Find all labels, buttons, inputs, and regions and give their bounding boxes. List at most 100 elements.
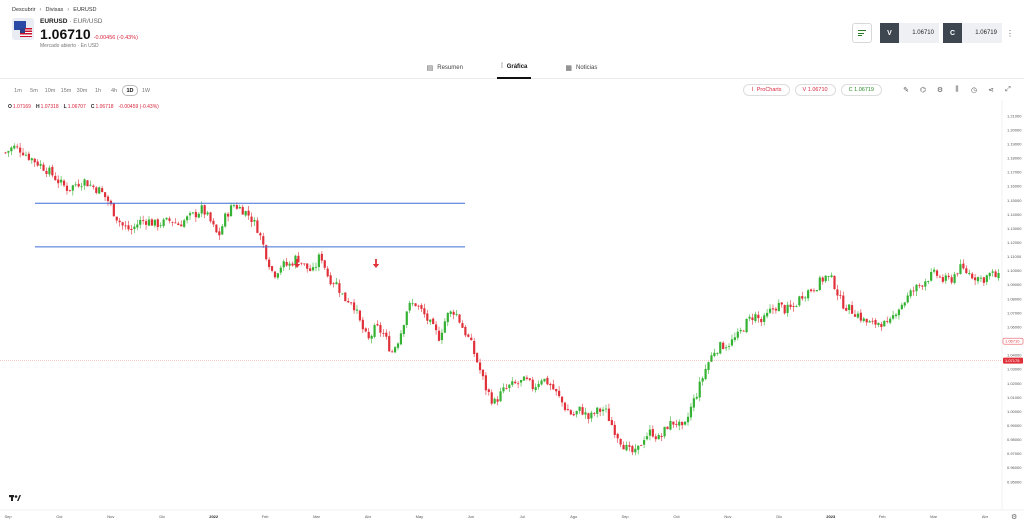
timeframe-1d[interactable]: 1D <box>122 85 138 96</box>
tab-summary[interactable]: ▤ Resumen <box>426 65 463 72</box>
buy-button[interactable]: C 1.06719 <box>943 23 1002 43</box>
candle <box>546 375 549 386</box>
candle <box>449 310 452 318</box>
candle <box>930 268 933 282</box>
candle <box>215 224 218 233</box>
candle <box>836 284 839 301</box>
candle <box>525 375 528 381</box>
candle <box>962 259 965 270</box>
procharts-button[interactable]: ⌇ ProCharts <box>743 84 790 96</box>
timeframe-30m[interactable]: 30m <box>76 87 88 94</box>
candle <box>631 444 634 456</box>
order-menu-button[interactable] <box>852 23 872 43</box>
candle <box>979 275 983 283</box>
ohlc-open: 1.07169 <box>12 104 31 110</box>
candle <box>982 276 985 286</box>
candle <box>669 416 672 431</box>
candle <box>150 217 154 226</box>
instrument-header: EURUSD · EUR/USD 1.06710 -0.00456 (-0.43… <box>12 18 138 49</box>
candle <box>159 222 162 229</box>
share-icon[interactable]: ⋖ <box>988 87 994 94</box>
candle <box>27 151 30 162</box>
instrument-symbol: EURUSD <box>40 18 68 25</box>
candle <box>291 261 294 267</box>
candle <box>247 205 250 220</box>
breadcrumb-discover[interactable]: Descubrir <box>12 7 36 13</box>
candle <box>804 295 807 302</box>
breadcrumb-currencies[interactable]: Divisas <box>45 7 64 13</box>
tab-chart[interactable]: ⫶ Gráfica <box>496 57 532 79</box>
candle <box>625 441 628 452</box>
fullscreen-icon[interactable]: ⤢ <box>1005 86 1011 93</box>
candle <box>142 215 145 225</box>
y-tick-label: 1.14000 <box>1007 212 1022 217</box>
sell-button[interactable]: V 1.06710 <box>880 23 939 43</box>
ohlc-close: 1.06718 <box>95 104 114 110</box>
candle <box>663 426 666 439</box>
more-options-icon[interactable]: ⋮ <box>1006 28 1014 38</box>
candle <box>30 157 33 165</box>
candle <box>886 316 889 324</box>
candle <box>648 425 652 441</box>
compare-icon[interactable]: ⫼ <box>955 86 959 93</box>
candle <box>57 175 60 188</box>
candle <box>118 218 121 227</box>
timeframe-10m[interactable]: 10m <box>44 87 56 94</box>
candle <box>51 164 54 178</box>
candle <box>191 212 195 215</box>
candle <box>130 225 133 235</box>
candle <box>218 227 221 240</box>
candle <box>200 201 203 217</box>
candle <box>370 334 373 344</box>
indicators-icon[interactable]: ⌬ <box>919 87 927 94</box>
candle <box>80 182 83 191</box>
candle <box>681 421 684 430</box>
tab-news[interactable]: ▦ Noticias <box>565 65 598 72</box>
chart-sell-button[interactable]: V 1.06710 <box>794 84 836 96</box>
x-tick-label: Dic <box>776 514 782 519</box>
candle <box>109 199 113 206</box>
candle <box>839 290 842 299</box>
price-chart[interactable]: 1.21000 1.20000 1.19000 1.18000 1.17000 1.160… <box>0 100 1024 521</box>
candle <box>801 291 804 301</box>
timeframe-5m[interactable]: 5m <box>30 87 38 94</box>
timeframe-1m[interactable]: 1m <box>14 87 22 94</box>
candle <box>830 272 833 278</box>
candle <box>771 304 775 314</box>
history-icon[interactable]: ◷ <box>970 87 978 94</box>
candle <box>935 269 939 279</box>
settings-icon[interactable]: ⚙ <box>936 87 944 94</box>
candle <box>311 262 315 272</box>
x-tick-label: Sep <box>4 514 12 519</box>
candle <box>947 272 950 280</box>
candle <box>578 406 581 414</box>
x-tick-label: Nov <box>107 514 114 519</box>
candle <box>434 321 438 335</box>
candle <box>616 432 619 443</box>
chart-settings-icon[interactable]: ⚙ <box>1011 513 1017 521</box>
candle <box>171 221 174 227</box>
chart-buy-button[interactable]: C 1.06719 <box>840 84 882 96</box>
candle <box>294 254 297 269</box>
candle <box>338 279 341 298</box>
candle <box>470 333 473 341</box>
draw-icon[interactable]: ✎ <box>903 87 909 94</box>
x-tick-label: Dic <box>159 514 165 519</box>
candle <box>672 421 675 428</box>
x-tick-label: Feb <box>262 514 270 519</box>
candle <box>848 304 851 315</box>
candle <box>795 304 798 308</box>
timeframe-15m[interactable]: 15m <box>60 87 72 94</box>
y-tick-label: 1.19000 <box>1007 141 1022 146</box>
candle <box>417 304 420 310</box>
candle <box>276 272 279 280</box>
timeframe-1w[interactable]: 1W <box>141 87 151 94</box>
procharts-icon: ⌇ <box>751 87 754 93</box>
timeframe-1h[interactable]: 1h <box>94 87 102 94</box>
candle <box>229 202 233 217</box>
y-tick-label: 1.12000 <box>1007 240 1022 245</box>
timeframe-4h[interactable]: 4h <box>110 87 118 94</box>
candle <box>528 377 531 382</box>
candle <box>326 266 329 278</box>
candle <box>227 212 230 222</box>
